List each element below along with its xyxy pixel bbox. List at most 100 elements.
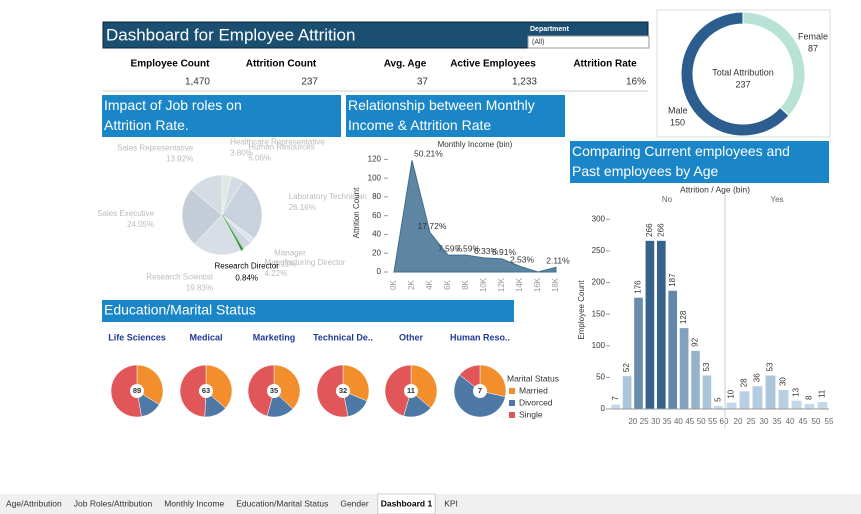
tab[interactable]: Job Roles/Attribution <box>74 498 153 508</box>
pie-slice <box>410 364 438 409</box>
y-tick-label: 100 <box>592 341 606 350</box>
job-roles-header <box>102 95 341 137</box>
data-label: 28 <box>740 378 749 387</box>
data-label: 53 <box>702 362 711 371</box>
center-label: Total Attribution <box>712 67 774 77</box>
data-label: 13 <box>792 387 801 396</box>
bar <box>765 375 776 409</box>
tab[interactable]: Education/Marital Status <box>236 498 328 508</box>
tab[interactable]: Age/Attribution <box>6 498 62 508</box>
x-tick-label: 8K <box>461 279 470 289</box>
total-label: 89 <box>133 386 141 395</box>
total-label: 11 <box>407 386 415 395</box>
x-tick-label: 10K <box>479 277 488 292</box>
legend-label: Divorced <box>519 397 553 407</box>
bar <box>702 375 712 409</box>
kpi-label: Avg. Age <box>384 59 427 70</box>
center-value: 237 <box>735 79 750 89</box>
pie-slice <box>221 180 263 239</box>
slice-value: 0.84% <box>235 274 258 283</box>
y-tick-label: 300 <box>592 214 606 223</box>
legend-label: Married <box>519 385 548 395</box>
bar <box>634 297 643 409</box>
active-tab[interactable] <box>377 493 436 514</box>
kpi-value: 16% <box>626 77 646 88</box>
kpi-label: Active Employees <box>450 59 536 70</box>
bar <box>739 391 750 409</box>
kpi-value: 237 <box>301 77 318 88</box>
bar <box>752 386 763 409</box>
y-tick-label: 40 <box>372 230 381 239</box>
kpi-value: 37 <box>417 77 429 88</box>
center-hole <box>267 384 281 398</box>
x-tick-label: 20 <box>628 417 637 426</box>
filter-label: Department <box>530 26 570 33</box>
total-label: 32 <box>339 386 347 395</box>
slice-label: Healthcare Representative <box>230 138 325 147</box>
legend-label: Single <box>519 409 543 419</box>
bar <box>611 404 621 409</box>
bar <box>713 405 723 409</box>
data-label: 266 <box>656 223 665 237</box>
bar <box>726 402 737 409</box>
pie-slice <box>273 364 301 410</box>
panel-title: Education/Marital Status <box>104 302 256 318</box>
legend-label: Female <box>798 31 828 41</box>
income-header <box>346 95 565 137</box>
data-label: 187 <box>668 273 677 287</box>
y-tick-label: 150 <box>592 309 606 318</box>
bar <box>622 376 632 409</box>
x-tick-label: 40 <box>674 417 683 426</box>
annotation: 50.21% <box>414 149 443 159</box>
x-tick-label: 0K <box>389 279 398 289</box>
data-label: 87 <box>808 43 818 53</box>
filter-dropdown[interactable] <box>527 35 650 49</box>
x-tick-label: 2K <box>407 279 416 289</box>
y-tick-label: 120 <box>368 154 382 163</box>
dashboard-title: Dashboard for Employee Attrition <box>106 25 355 44</box>
center-hole <box>199 384 213 398</box>
annotation: 5.91% <box>492 247 517 257</box>
x-tick-label: 30 <box>760 417 769 426</box>
bar <box>778 390 789 409</box>
data-label: 5 <box>713 397 722 402</box>
data-label: 30 <box>779 377 788 386</box>
field-label: Life Sciences <box>108 332 166 342</box>
tab[interactable]: Monthly Income <box>164 498 224 508</box>
x-tick-label: 14K <box>515 277 524 292</box>
x-tick-label: 60 <box>720 417 729 426</box>
data-label: 10 <box>727 389 736 398</box>
field-label: Other <box>399 332 424 342</box>
x-tick-label: 55 <box>708 417 717 426</box>
pie-slice <box>179 364 207 418</box>
slice-label: Research Scientist <box>146 273 213 282</box>
bar <box>668 290 678 409</box>
bar <box>817 402 828 409</box>
x-tick-label: 25 <box>747 417 756 426</box>
age-header <box>570 141 829 183</box>
kpi-label: Employee Count <box>131 59 211 70</box>
slice-value: 26.16% <box>289 203 316 212</box>
x-tick-label: 45 <box>799 417 808 426</box>
y-tick-label: 80 <box>372 192 381 201</box>
x-tick-label: 25 <box>640 417 649 426</box>
filter-value[interactable]: (All) <box>532 39 544 46</box>
tab[interactable]: KPI <box>444 498 458 508</box>
legend-swatch <box>509 388 515 394</box>
panel-title: Impact of Job roles on Attrition Rate. <box>104 97 242 133</box>
pie-slice <box>205 364 233 409</box>
tab[interactable]: Gender <box>340 498 369 508</box>
pie-slice <box>181 188 223 245</box>
annotation: 6.33% <box>474 246 499 256</box>
tab[interactable]: Dashboard 1 <box>381 498 433 508</box>
slice-label: Sales Representative <box>117 144 194 153</box>
data-label: 92 <box>691 337 700 346</box>
field-label: Technical De.. <box>313 332 373 342</box>
pie-slice <box>110 364 142 418</box>
slice-value: 24.05% <box>127 220 154 229</box>
y-tick-label: 100 <box>368 173 382 182</box>
annotation: 17.72% <box>418 221 447 231</box>
data-label: 266 <box>645 223 654 237</box>
slice-value: 13.92% <box>166 155 193 164</box>
kpi-label: Attrition Count <box>246 59 317 70</box>
